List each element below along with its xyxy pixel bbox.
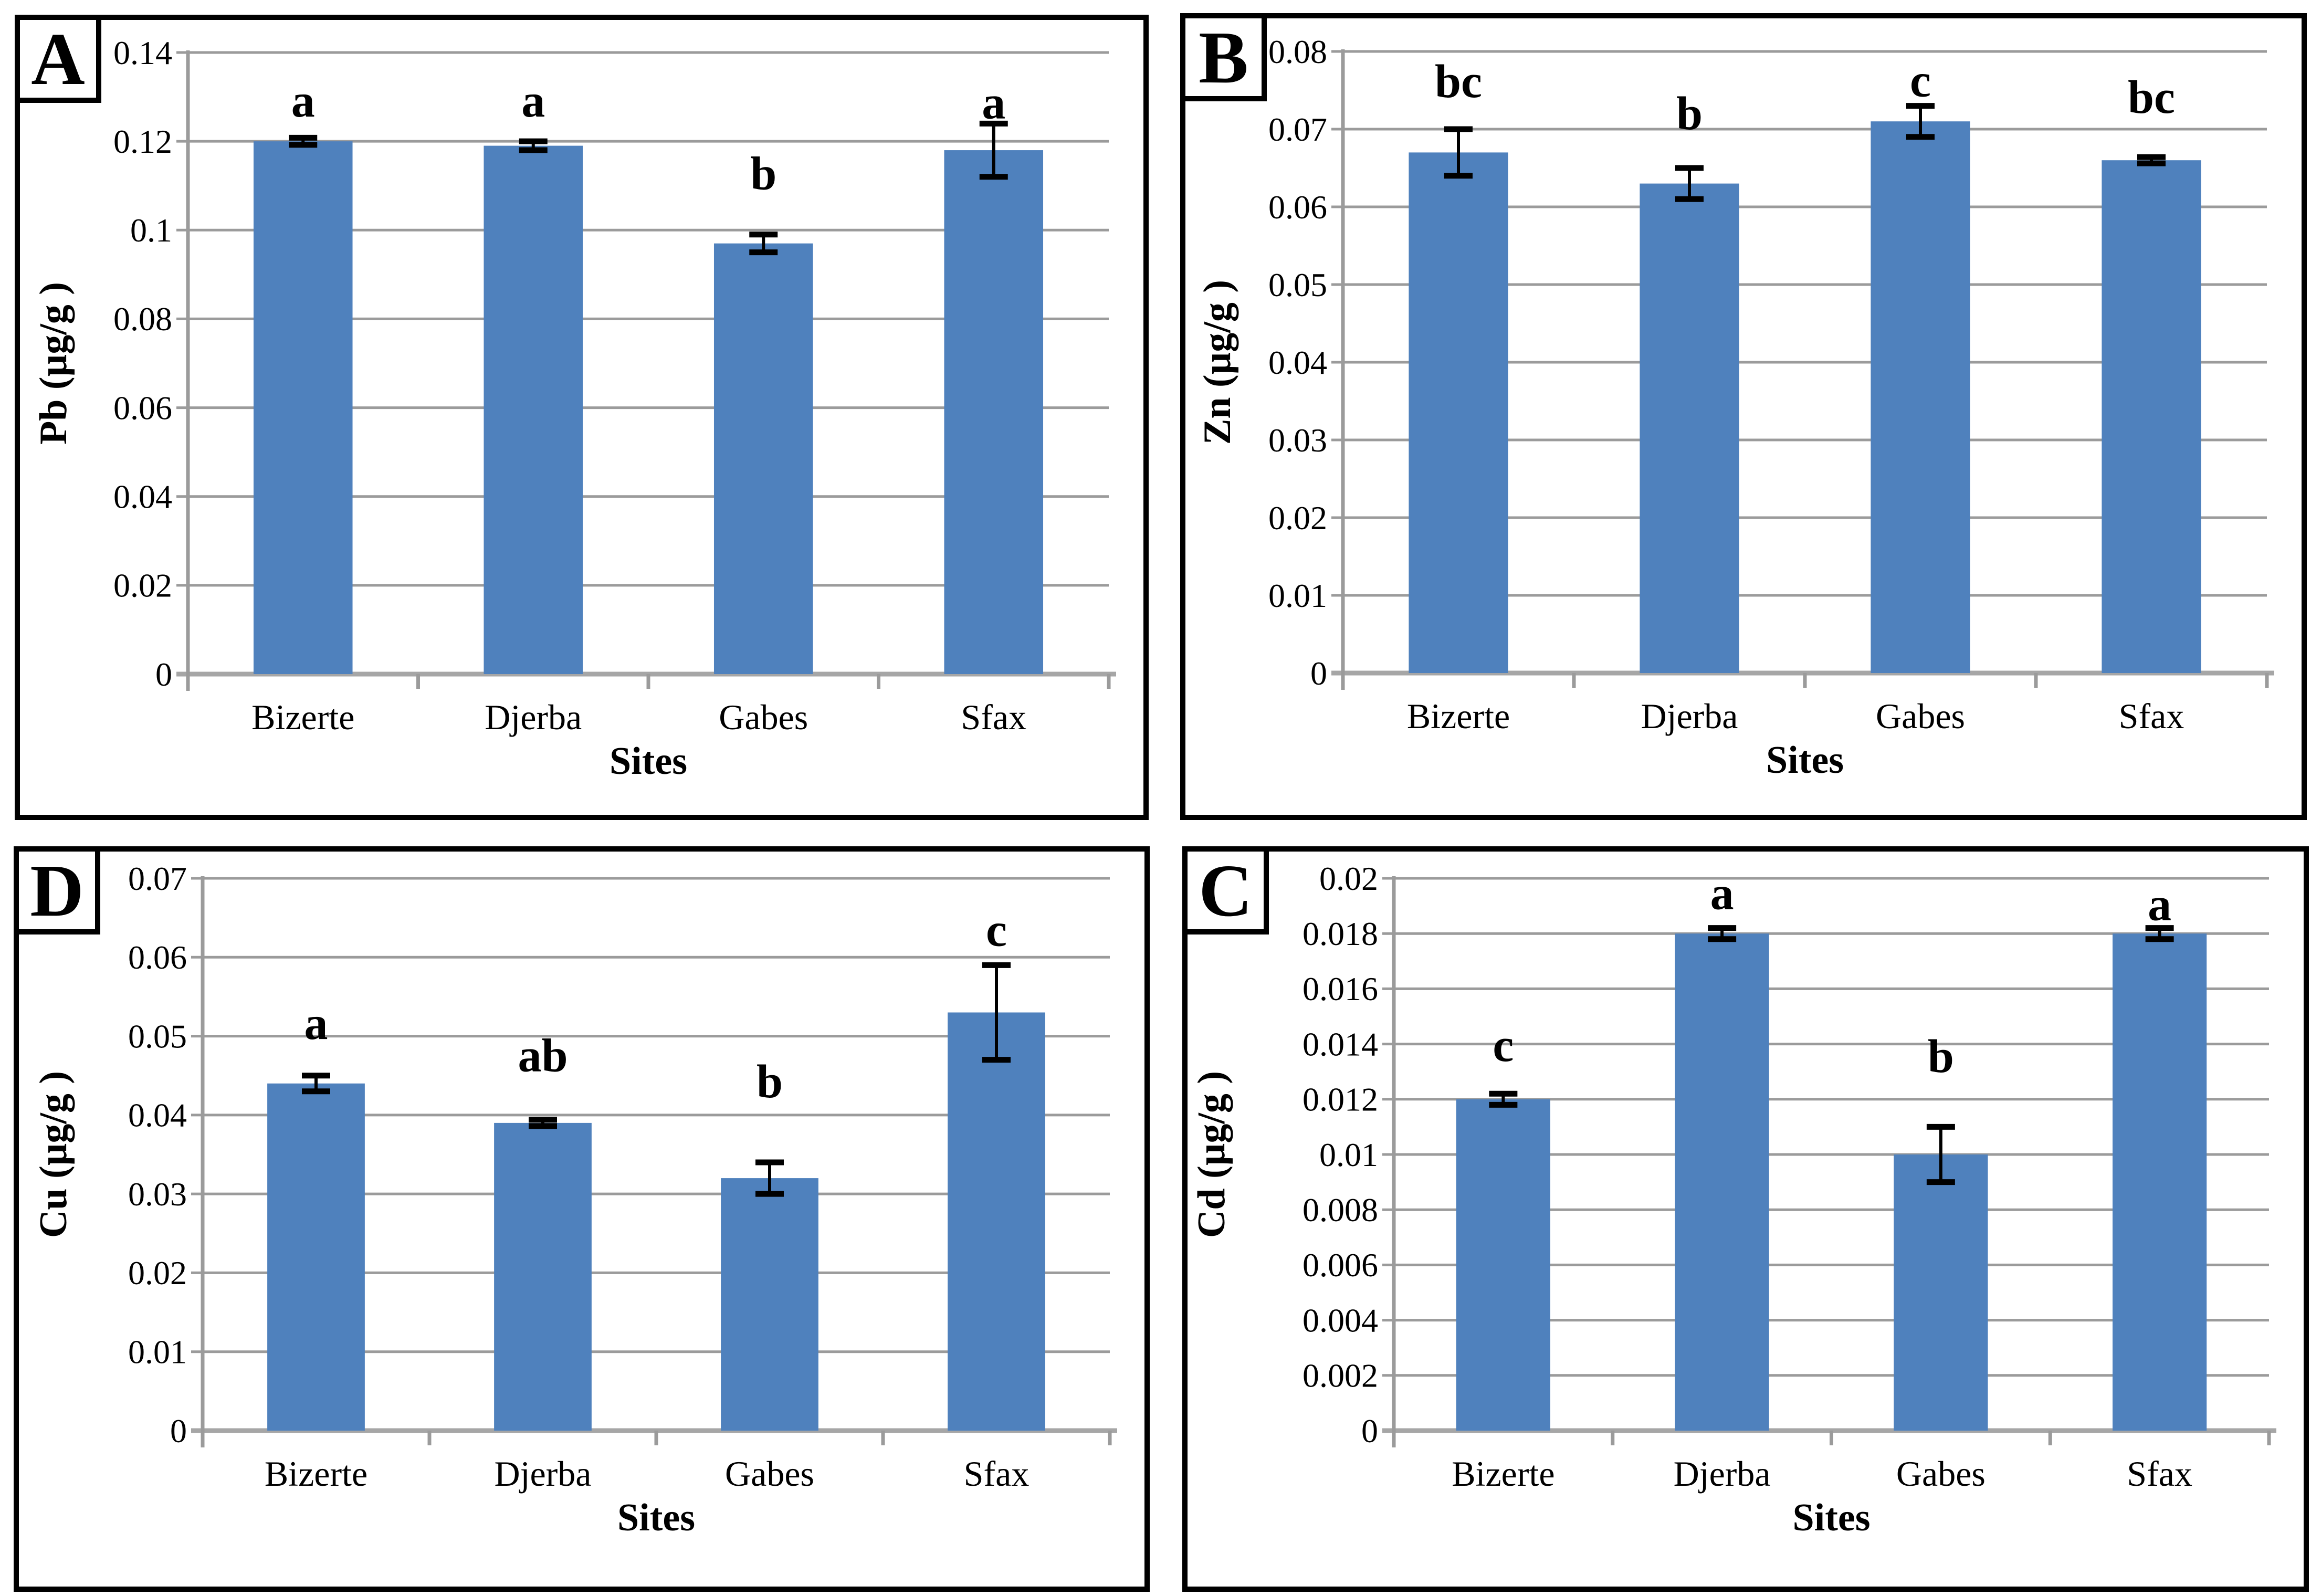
- svg-text:0: 0: [170, 1412, 187, 1450]
- svg-text:Bizerte: Bizerte: [1452, 1454, 1554, 1494]
- svg-text:0.14: 0.14: [113, 34, 172, 71]
- svg-text:0.03: 0.03: [1268, 422, 1327, 459]
- pb-bar-chart: 0.14 0.12 0.1 0.08 0.06 0.04 0.02 0 a Bizerte a Dje…: [32, 34, 1116, 783]
- svg-text:c: c: [1493, 1020, 1514, 1072]
- svg-text:b: b: [757, 1056, 783, 1108]
- svg-text:Gabes: Gabes: [719, 697, 808, 737]
- panel-d-cu-chart: D 0.07 0.06 0.05 0.04 0.03 0.02 0.01 0 a Bizerte a…: [14, 846, 1150, 1592]
- svg-text:0.01: 0.01: [128, 1333, 187, 1370]
- cd-bar-chart: 0.02 0.018 0.016 0.014 0.012 0.01 0.008 0.006 0.…: [1190, 860, 2276, 1539]
- svg-text:0.004: 0.004: [1302, 1301, 1378, 1339]
- svg-text:Zn (µg/g ): Zn (µg/g ): [1196, 280, 1239, 445]
- svg-text:ab: ab: [518, 1030, 568, 1082]
- svg-text:Pb (µg/g ): Pb (µg/g ): [32, 282, 75, 445]
- panel-letter-box-a: A: [15, 15, 101, 103]
- svg-text:0: 0: [1361, 1412, 1378, 1450]
- svg-text:0.07: 0.07: [128, 860, 187, 897]
- svg-text:a: a: [304, 998, 328, 1049]
- svg-text:0.05: 0.05: [128, 1017, 187, 1055]
- panel-c-cd-chart: C 0.02 0.018 0.016 0.014 0.012 0.01 0.008 0.006…: [1182, 846, 2309, 1592]
- svg-text:0.008: 0.008: [1302, 1191, 1378, 1228]
- svg-text:0.08: 0.08: [1268, 33, 1327, 70]
- svg-text:b: b: [1928, 1031, 1954, 1083]
- svg-text:0.04: 0.04: [128, 1097, 187, 1134]
- svg-text:0.03: 0.03: [128, 1175, 187, 1213]
- svg-text:0.01: 0.01: [1268, 577, 1327, 614]
- svg-text:0.012: 0.012: [1302, 1081, 1378, 1118]
- panel-letter-a: A: [31, 17, 85, 100]
- panel-letter-box-b: B: [1180, 13, 1267, 101]
- svg-text:0.12: 0.12: [113, 123, 172, 160]
- panel-b-zn-chart: B 0.08 0.07 0.06 0.05 0.04 0.03 0.02 0.01 0 bc Biz…: [1180, 13, 2307, 820]
- svg-text:0.06: 0.06: [128, 939, 187, 976]
- svg-text:0.014: 0.014: [1302, 1025, 1378, 1063]
- svg-text:Bizerte: Bizerte: [265, 1454, 367, 1494]
- svg-text:a: a: [2148, 879, 2171, 931]
- svg-text:0.02: 0.02: [113, 567, 172, 604]
- svg-text:Gabes: Gabes: [1896, 1454, 1986, 1494]
- panel-letter-b: B: [1199, 16, 1248, 99]
- svg-text:0.02: 0.02: [1268, 499, 1327, 537]
- svg-text:a: a: [291, 75, 315, 127]
- svg-text:Sites: Sites: [1793, 1496, 1871, 1539]
- svg-text:0: 0: [1310, 655, 1327, 692]
- svg-text:Djerba: Djerba: [494, 1454, 591, 1494]
- svg-text:0.07: 0.07: [1268, 111, 1327, 148]
- svg-text:0.04: 0.04: [1268, 344, 1327, 381]
- svg-text:0.05: 0.05: [1268, 266, 1327, 303]
- svg-text:0.06: 0.06: [1268, 188, 1327, 226]
- svg-text:a: a: [521, 75, 545, 127]
- panel-letter-d: D: [30, 849, 84, 932]
- svg-text:Sfax: Sfax: [2119, 696, 2184, 736]
- svg-text:0.02: 0.02: [1319, 860, 1378, 897]
- svg-text:Gabes: Gabes: [725, 1454, 814, 1494]
- svg-text:bc: bc: [2128, 71, 2175, 123]
- svg-text:b: b: [750, 148, 776, 200]
- svg-text:0.02: 0.02: [128, 1254, 187, 1292]
- cu-bar-chart: 0.07 0.06 0.05 0.04 0.03 0.02 0.01 0 a Bizerte ab D…: [32, 860, 1117, 1539]
- svg-text:Cd (µg/g ): Cd (µg/g ): [1190, 1071, 1233, 1238]
- svg-text:Sfax: Sfax: [964, 1454, 1030, 1494]
- svg-text:Djerba: Djerba: [1674, 1454, 1771, 1494]
- svg-text:Sfax: Sfax: [2127, 1454, 2192, 1494]
- svg-text:b: b: [1676, 88, 1703, 140]
- svg-text:0.002: 0.002: [1302, 1357, 1378, 1394]
- svg-text:0.1: 0.1: [130, 212, 172, 249]
- panel-letter-c: C: [1199, 849, 1253, 932]
- svg-text:0.016: 0.016: [1302, 970, 1378, 1007]
- svg-text:Cu (µg/g ): Cu (µg/g ): [32, 1071, 75, 1238]
- svg-text:c: c: [1910, 55, 1931, 107]
- svg-text:Bizerte: Bizerte: [251, 697, 354, 737]
- svg-text:Bizerte: Bizerte: [1407, 696, 1510, 736]
- svg-text:0.04: 0.04: [113, 478, 172, 515]
- svg-text:0.006: 0.006: [1302, 1246, 1378, 1284]
- zn-bar-chart: 0.080.070.060.050.040.030.020.010bcBizer…: [1196, 33, 2274, 782]
- svg-text:c: c: [986, 905, 1007, 957]
- panel-letter-box-d: D: [14, 846, 100, 934]
- svg-text:Djerba: Djerba: [485, 697, 582, 737]
- panel-a-pb-chart: A 0.14 0.12 0.1 0.08 0.06 0.04 0.02 0 a Bizerte a D…: [15, 15, 1149, 820]
- svg-text:Gabes: Gabes: [1876, 696, 1965, 736]
- svg-text:0.01: 0.01: [1319, 1136, 1378, 1173]
- svg-text:a: a: [1710, 868, 1734, 920]
- svg-text:bc: bc: [1435, 56, 1482, 108]
- svg-text:0.018: 0.018: [1302, 915, 1378, 952]
- svg-text:Sites: Sites: [610, 740, 687, 783]
- svg-text:a: a: [982, 77, 1005, 129]
- svg-text:0.06: 0.06: [113, 389, 172, 426]
- svg-text:Sfax: Sfax: [961, 697, 1026, 737]
- panel-letter-box-c: C: [1182, 846, 1269, 934]
- svg-text:Djerba: Djerba: [1641, 696, 1738, 736]
- svg-text:Sites: Sites: [1766, 739, 1844, 782]
- svg-text:Sites: Sites: [617, 1496, 695, 1539]
- svg-text:0: 0: [155, 656, 172, 693]
- svg-text:0.08: 0.08: [113, 300, 172, 338]
